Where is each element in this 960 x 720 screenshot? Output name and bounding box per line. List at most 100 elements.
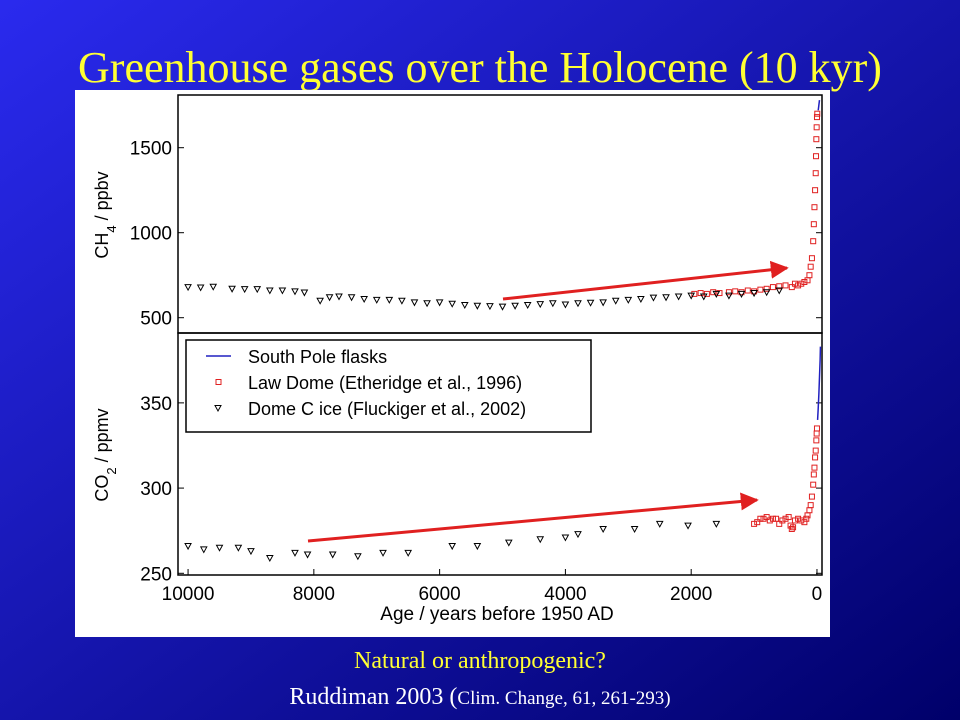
y-tick-label: 1000 [130, 224, 172, 245]
legend-swatch [215, 379, 222, 385]
triangle-marker [448, 543, 457, 551]
triangle-marker [637, 296, 645, 304]
triangle-marker [215, 544, 224, 552]
legend-swatch [214, 405, 222, 413]
square-marker [732, 288, 739, 295]
triangle-marker [687, 292, 696, 300]
triangle-marker [775, 287, 784, 295]
y-tick-label: 250 [140, 564, 172, 585]
square-marker [813, 425, 820, 432]
square-marker [788, 284, 795, 291]
square-marker [725, 289, 732, 296]
triangle-marker [536, 536, 545, 544]
x-tick-label: 2000 [670, 584, 712, 605]
trend-arrow [307, 492, 759, 543]
triangle-marker [398, 297, 406, 305]
triangle-marker [291, 549, 299, 557]
triangle-marker [209, 283, 218, 291]
square-marker [769, 515, 776, 522]
triangle-marker [354, 553, 362, 561]
triangle-marker [737, 290, 746, 298]
triangle-marker [435, 299, 444, 307]
square-marker [691, 290, 698, 297]
square-marker [810, 471, 817, 478]
triangle-marker [561, 301, 570, 309]
square-marker [716, 290, 723, 297]
square-marker [788, 525, 795, 532]
square-marker [785, 514, 792, 521]
x-tick-label: 8000 [293, 584, 335, 605]
triangle-marker [240, 286, 249, 294]
triangle-marker [511, 302, 519, 310]
triangle-marker [684, 522, 692, 530]
square-marker [813, 153, 820, 160]
square-marker [776, 283, 783, 290]
triangle-marker [536, 301, 545, 309]
flask-line [817, 100, 821, 111]
square-marker [807, 502, 814, 509]
triangle-marker [662, 294, 670, 302]
trend-arrow [502, 260, 789, 301]
square-marker [803, 515, 810, 522]
triangle-marker [360, 296, 368, 304]
y-tick-label: 300 [140, 479, 172, 500]
x-axis-label: Age / years before 1950 AD [380, 604, 613, 625]
square-marker [806, 272, 813, 279]
plot-frame [177, 332, 823, 576]
triangle-marker [265, 554, 274, 563]
square-marker [776, 520, 783, 527]
square-marker [710, 289, 717, 296]
square-marker [766, 517, 773, 524]
triangle-marker [372, 296, 381, 304]
y-axis-label-part: / ppmv [92, 408, 112, 467]
triangle-marker [199, 546, 208, 554]
square-marker [697, 290, 704, 297]
square-marker [763, 514, 770, 521]
triangle-marker [574, 531, 582, 539]
y-tick-label: 350 [140, 394, 172, 415]
square-marker [812, 170, 819, 177]
citation-journal: Clim. Change, 61, 261-293) [457, 688, 670, 709]
square-marker [751, 520, 758, 527]
square-marker [779, 517, 786, 524]
triangle-marker [265, 287, 274, 295]
x-tick-label: 4000 [544, 584, 586, 605]
triangle-marker [335, 293, 343, 301]
square-marker [782, 282, 789, 289]
triangle-marker [523, 301, 532, 309]
triangle-marker [316, 297, 324, 305]
triangle-marker [410, 299, 419, 307]
square-marker [782, 515, 789, 522]
triangle-marker [655, 520, 664, 528]
triangle-marker [385, 296, 394, 304]
square-marker [801, 279, 808, 285]
square-marker [808, 255, 815, 262]
square-marker [810, 221, 817, 228]
square-marker [744, 287, 751, 294]
footer-question: Natural or anthropogenic? [354, 648, 606, 674]
square-marker [754, 519, 761, 526]
square-marker [801, 519, 808, 526]
slide-title: Greenhouse gases over the Holocene (10 k… [78, 43, 882, 92]
flask-line [816, 346, 822, 420]
y-axis-label-part: CH [92, 233, 112, 259]
y-tick-label: 500 [140, 309, 172, 330]
triangle-marker [599, 299, 607, 307]
triangle-marker [448, 300, 457, 308]
triangle-marker [460, 301, 469, 309]
square-marker [812, 454, 819, 461]
triangle-marker [649, 294, 658, 302]
square-marker [813, 437, 820, 444]
square-marker [763, 285, 770, 292]
triangle-marker [548, 300, 557, 308]
y-axis-label-part: CO [92, 475, 112, 502]
citation-author: Ruddiman 2003 ( [289, 684, 457, 710]
square-marker [760, 515, 767, 522]
triangle-marker [725, 292, 733, 300]
square-marker [813, 124, 820, 131]
square-marker [773, 515, 780, 522]
square-marker [757, 286, 764, 293]
triangle-marker [234, 544, 243, 552]
square-marker [790, 524, 797, 531]
